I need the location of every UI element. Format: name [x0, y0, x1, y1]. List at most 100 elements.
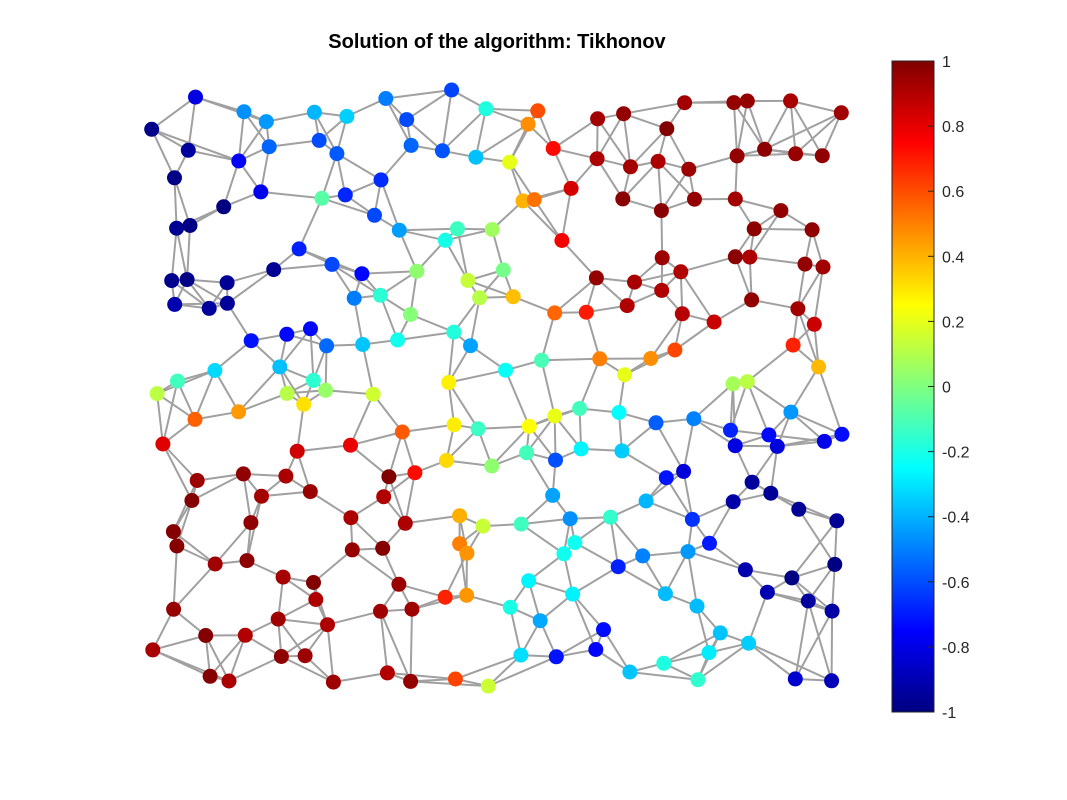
graph-node	[253, 184, 269, 200]
graph-node	[791, 501, 807, 517]
graph-node	[407, 465, 423, 481]
graph-edge	[708, 501, 735, 544]
graph-edge	[448, 369, 506, 384]
graph-edge	[522, 200, 563, 242]
graph-node	[627, 274, 642, 290]
graph-node	[567, 535, 583, 551]
graph-node	[337, 187, 353, 203]
colorbar-tick-label: 0	[942, 380, 951, 397]
graph-edge	[674, 321, 715, 351]
graph-node	[444, 82, 460, 98]
graph-node	[325, 674, 341, 690]
graph-node	[572, 401, 588, 416]
graph-edge	[410, 680, 489, 688]
graph-edge	[679, 271, 715, 323]
graph-node	[459, 587, 475, 603]
graph-node	[505, 289, 521, 305]
graph-node	[165, 524, 181, 540]
graph-node	[787, 671, 803, 687]
graph-edge	[384, 98, 412, 146]
graph-node	[814, 148, 830, 164]
graph-node	[378, 91, 394, 106]
graph-edge	[296, 404, 305, 452]
graph-edge	[657, 161, 663, 211]
graph-edge	[361, 270, 417, 275]
graph-node	[545, 487, 561, 503]
graph-edge	[447, 381, 479, 430]
graph-node	[460, 273, 476, 288]
graph-node	[739, 374, 755, 390]
graph-edge	[152, 634, 206, 651]
graph-node	[219, 275, 235, 291]
graph-node	[800, 593, 816, 609]
graph-node	[737, 562, 753, 578]
graph-node	[329, 146, 345, 162]
graph-node	[502, 154, 518, 170]
graph-node	[354, 266, 370, 282]
graph-edge	[622, 160, 659, 200]
graph-node	[145, 642, 161, 658]
graph-edge	[747, 642, 796, 680]
graph-edge	[313, 111, 338, 155]
graph-edge	[617, 565, 666, 595]
graph-node	[319, 338, 335, 354]
graph-edge	[697, 642, 750, 681]
graph-edge	[197, 472, 244, 482]
graph-edge	[768, 433, 825, 443]
graph-edge	[609, 516, 644, 557]
graph-node	[657, 586, 673, 602]
graph-edge	[279, 328, 312, 368]
graph-edge	[331, 263, 381, 297]
graph-node	[302, 484, 318, 500]
graph-edge	[174, 302, 228, 306]
graph-node	[373, 172, 389, 188]
graph-node	[463, 338, 478, 354]
graph-edge	[447, 331, 455, 383]
graph-node	[484, 458, 500, 474]
graph-edge	[645, 470, 685, 502]
graph-node	[556, 546, 572, 562]
graph-node	[403, 137, 419, 153]
graph-node	[164, 273, 180, 289]
graph-edge	[214, 370, 240, 413]
graph-edge	[693, 383, 734, 420]
graph-edge	[228, 634, 247, 682]
graph-node	[650, 153, 666, 169]
graph-node	[391, 222, 407, 238]
graph-edge	[273, 263, 333, 271]
graph-node	[403, 307, 418, 322]
graph-node	[742, 249, 758, 265]
graph-edge	[325, 389, 374, 396]
graph-node	[680, 544, 696, 560]
graph-edge	[663, 632, 721, 665]
graph-node	[725, 376, 741, 392]
graph-node	[367, 207, 382, 223]
graph-edge	[680, 255, 736, 273]
graph-node	[562, 511, 578, 527]
graph-node	[667, 342, 683, 358]
graph-node	[472, 290, 488, 306]
graph-node	[534, 352, 550, 368]
graph-node	[279, 385, 295, 401]
graph-edge	[622, 113, 632, 167]
graph-node	[654, 250, 670, 266]
graph-node	[355, 337, 371, 352]
graph-edge	[642, 550, 689, 557]
graph-edge	[172, 563, 216, 610]
graph-node	[237, 627, 253, 643]
graph-node	[404, 601, 420, 617]
graph-node	[167, 170, 182, 186]
graph-node	[468, 149, 484, 165]
graph-edge	[444, 239, 469, 281]
graph-node	[180, 142, 196, 158]
graph-edge	[186, 225, 191, 280]
graph-edge	[387, 671, 456, 680]
graph-edge	[729, 381, 749, 431]
graph-node	[611, 405, 627, 420]
graph-node	[690, 672, 706, 688]
graph-edge	[150, 128, 176, 179]
graph-edge	[191, 473, 244, 502]
graph-edge	[540, 312, 556, 361]
graph-node	[346, 290, 362, 306]
graph-node	[184, 493, 200, 508]
